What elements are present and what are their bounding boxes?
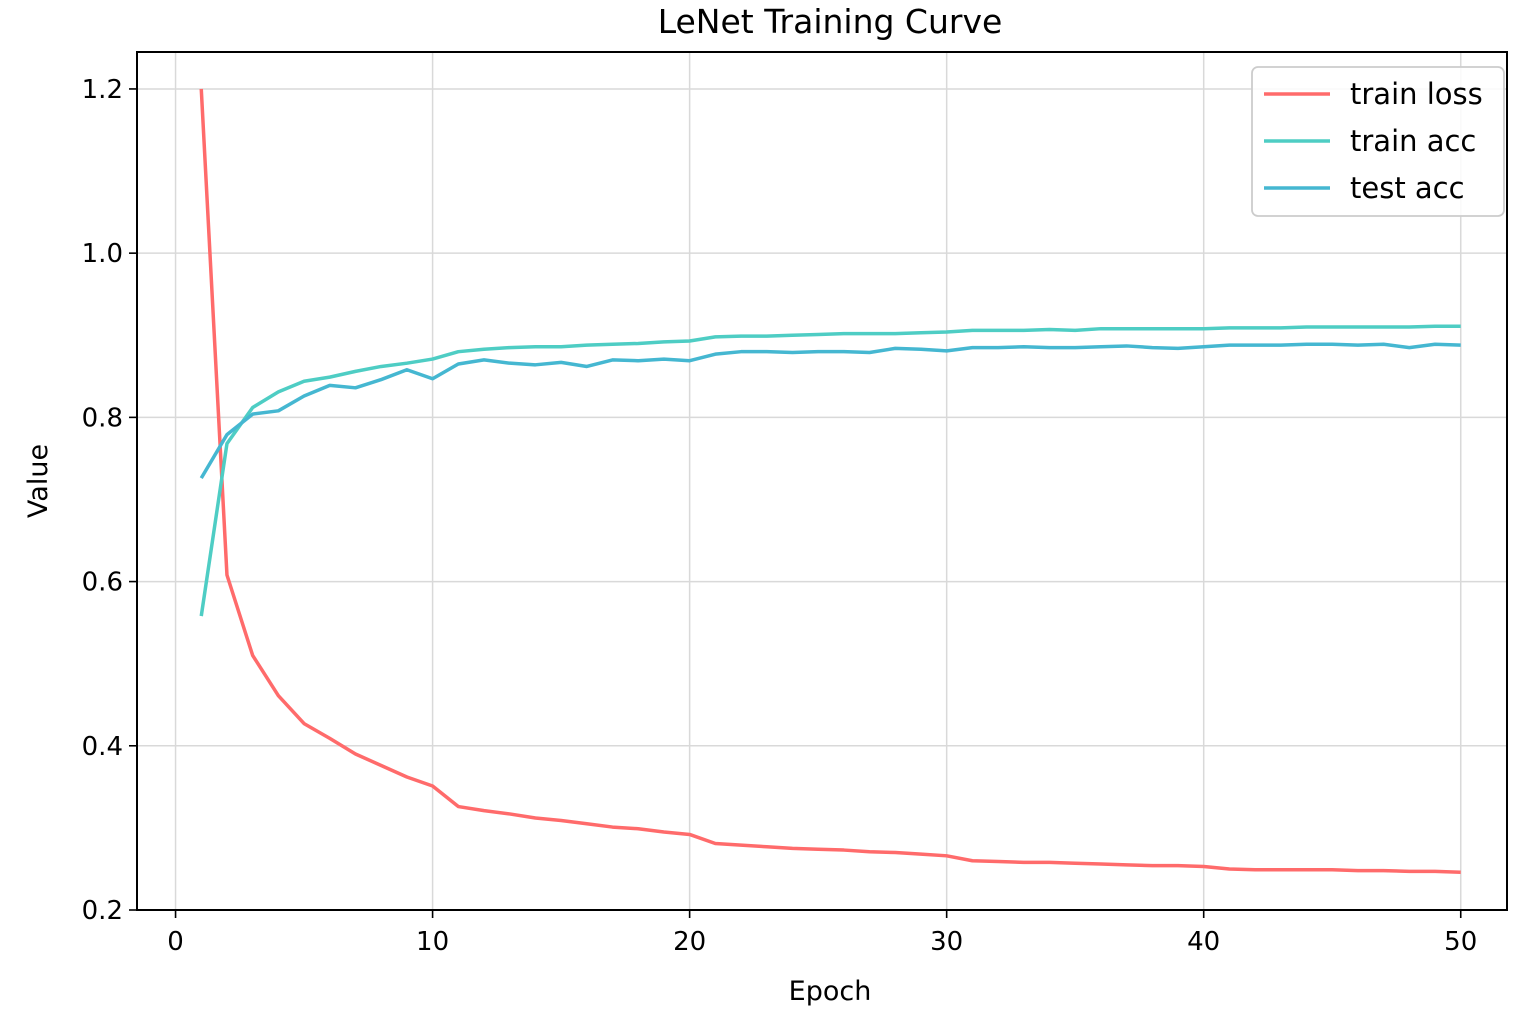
x-tick: 20	[673, 910, 706, 957]
legend-label-train-acc: train acc	[1350, 124, 1476, 158]
y-tick-label: 0.8	[82, 403, 123, 433]
grid	[137, 52, 1507, 911]
legend: train loss train acc test acc	[1251, 66, 1505, 217]
series-lines	[199, 88, 1461, 874]
x-tick: 40	[1187, 910, 1220, 957]
x-tick-label: 40	[1187, 927, 1220, 957]
series-line-train-loss	[199, 88, 1461, 874]
x-axis-ticks: 0 10 20 30 40 50	[167, 910, 1477, 957]
x-tick-label: 50	[1444, 927, 1477, 957]
x-tick: 50	[1444, 910, 1477, 957]
y-tick-label: 1.2	[82, 75, 123, 105]
chart-title: LeNet Training Curve	[658, 2, 1003, 41]
x-axis-label: Epoch	[789, 976, 872, 1007]
y-axis-ticks: 0.2 0.4 0.6 0.8 1.0 1.2	[82, 75, 137, 926]
y-tick: 0.8	[82, 403, 137, 433]
y-tick: 0.6	[82, 568, 137, 598]
x-tick-label: 0	[167, 927, 184, 957]
legend-label-train-loss: train loss	[1350, 77, 1483, 111]
plot-frame	[136, 51, 1508, 911]
legend-box	[1251, 66, 1505, 217]
y-tick: 0.4	[82, 732, 137, 762]
series-line-train-acc	[199, 324, 1461, 617]
y-tick-label: 0.2	[82, 896, 123, 926]
x-tick: 0	[167, 910, 184, 957]
x-tick: 30	[930, 910, 963, 957]
y-tick: 1.0	[82, 239, 137, 269]
x-tick: 10	[416, 910, 449, 957]
x-tick-label: 10	[416, 927, 449, 957]
y-axis-label: Value	[23, 444, 54, 518]
y-tick-label: 1.0	[82, 239, 123, 269]
y-tick-label: 0.4	[82, 732, 123, 762]
x-tick-label: 30	[930, 927, 963, 957]
y-tick: 0.2	[82, 896, 137, 926]
x-tick-label: 20	[673, 927, 706, 957]
y-tick: 1.2	[82, 75, 137, 105]
y-tick-label: 0.6	[82, 568, 123, 598]
series-line-test-acc	[199, 342, 1461, 480]
legend-label-test-acc: test acc	[1350, 171, 1465, 205]
